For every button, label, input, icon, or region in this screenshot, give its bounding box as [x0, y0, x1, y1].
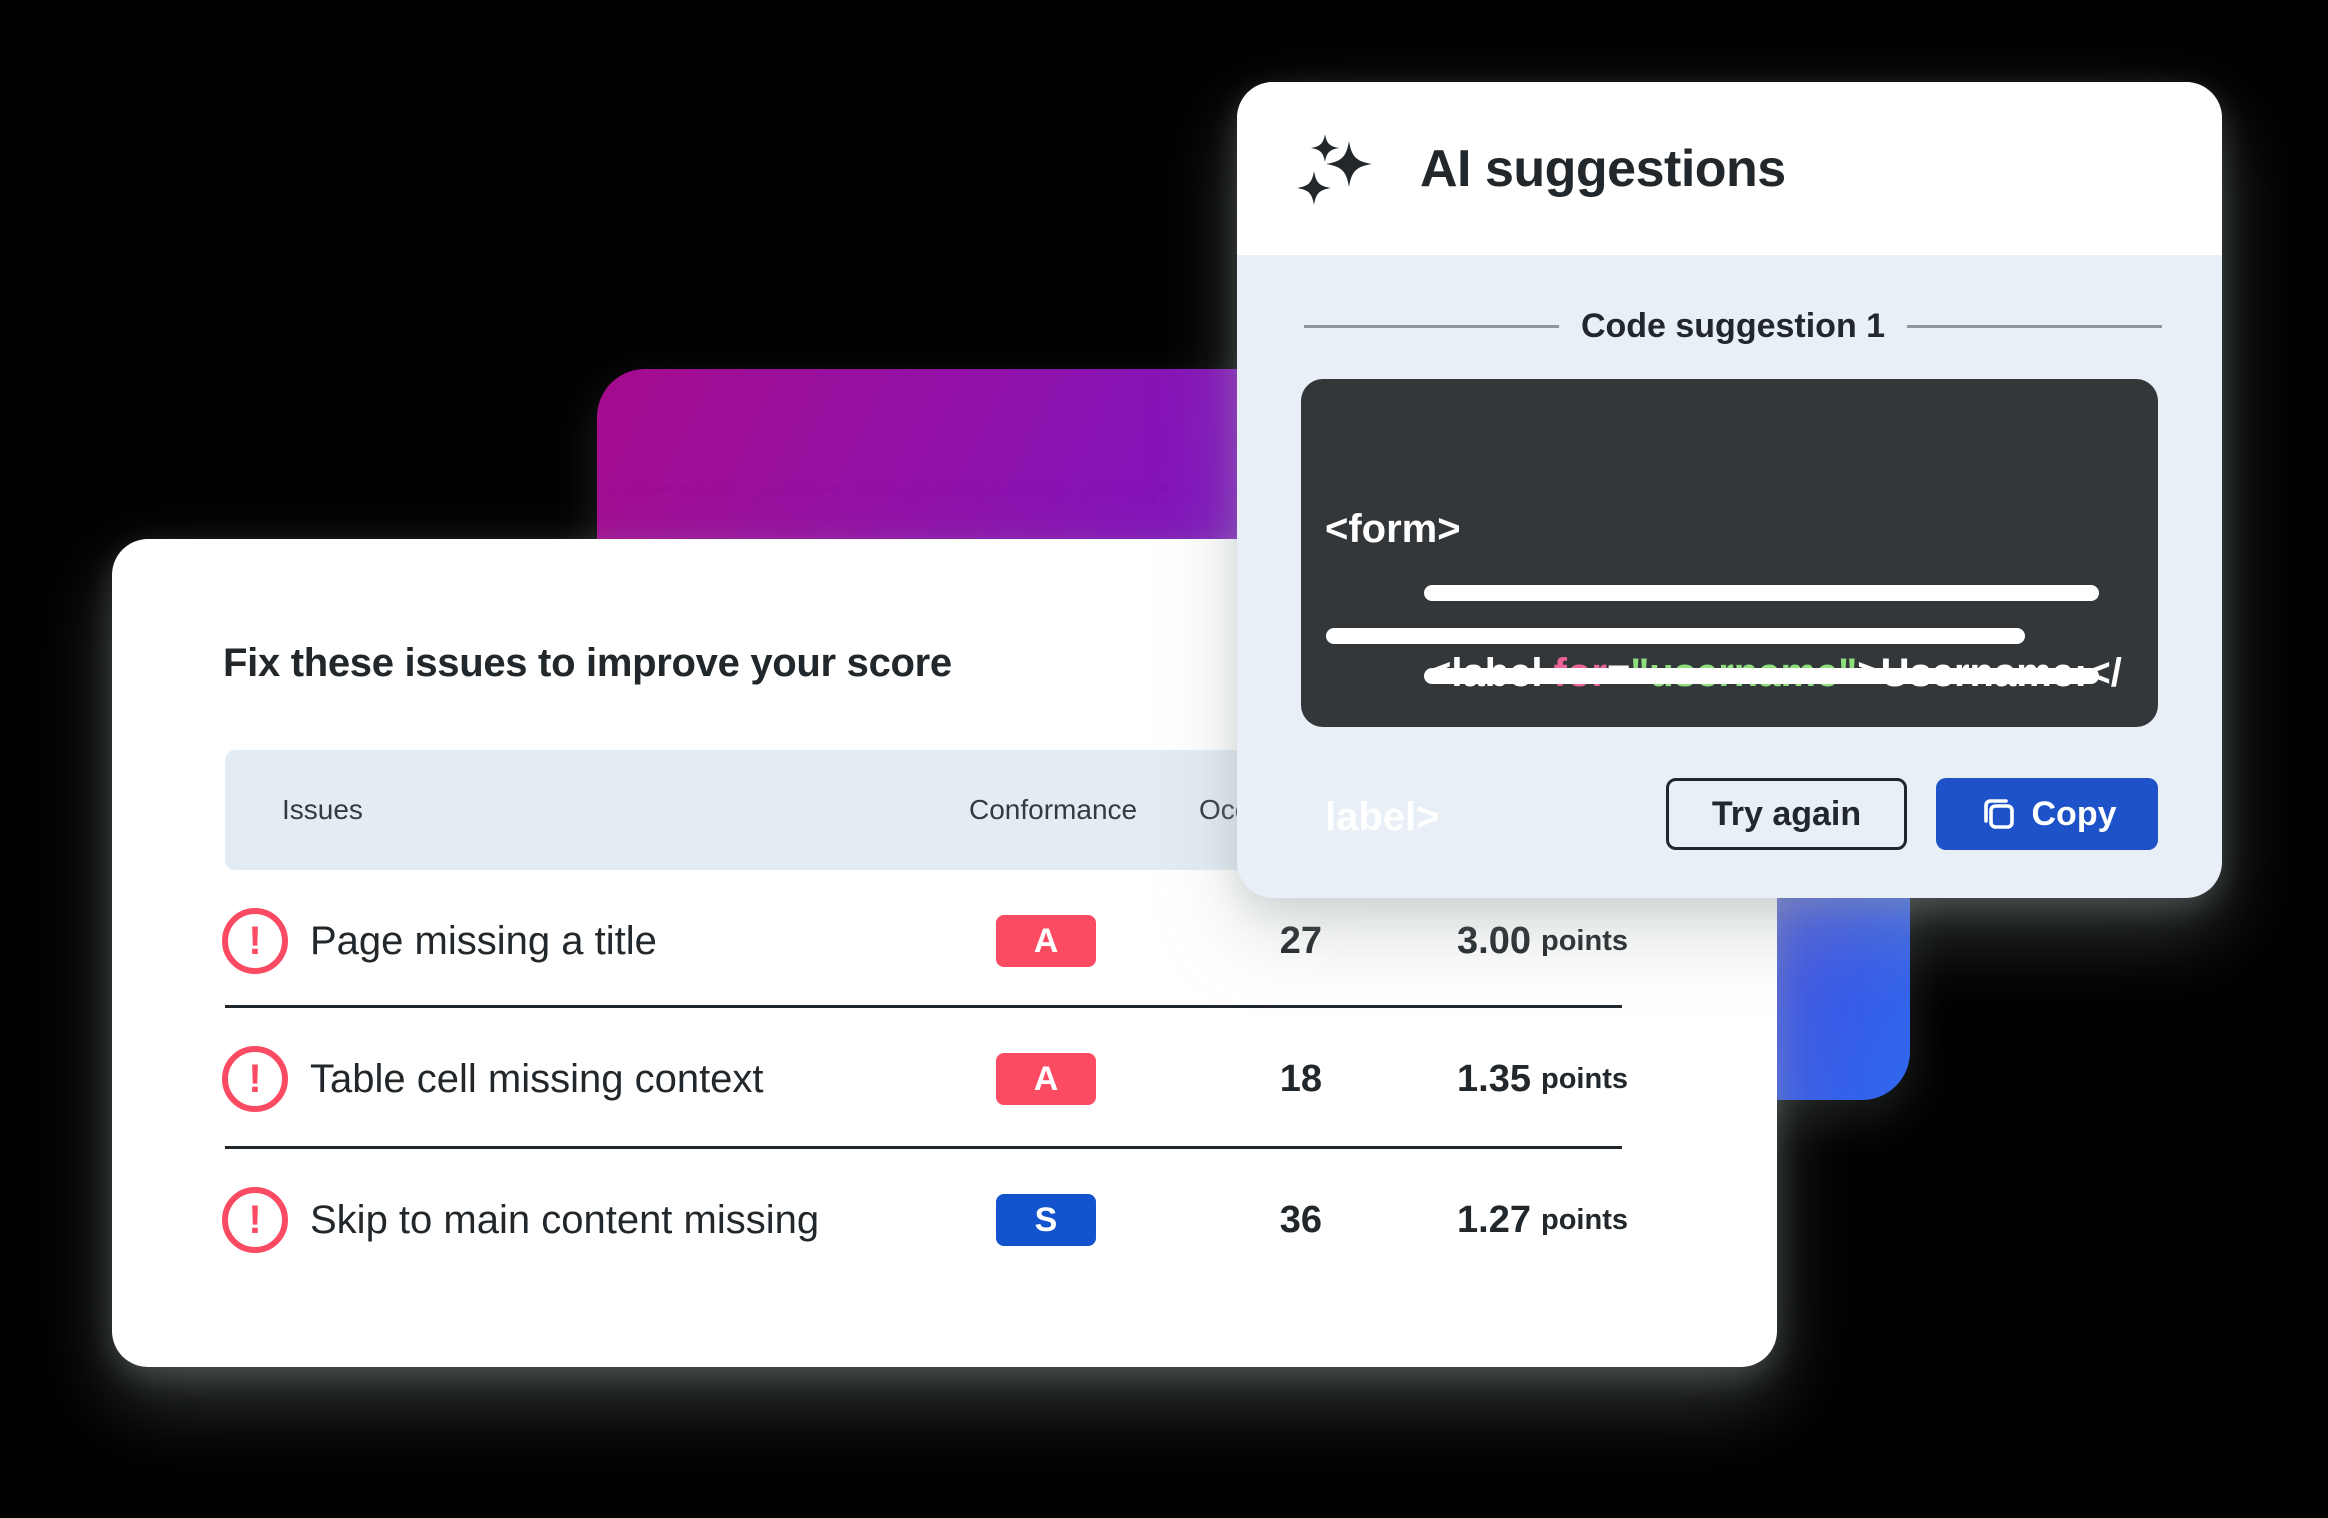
code-line: label> [1325, 795, 1440, 839]
warning-icon: ! [222, 1187, 288, 1253]
points-cell: 1.35 points [1298, 1015, 1628, 1143]
points-unit: points [1541, 1062, 1628, 1095]
ai-panel-header: AI suggestions [1237, 82, 2222, 255]
occurrences-count: 36 [1279, 1198, 1322, 1241]
row-divider [225, 1005, 1622, 1008]
points-value: 1.35 [1457, 1057, 1531, 1100]
points-value: 3.00 [1457, 919, 1531, 962]
conformance-badge: A [996, 1053, 1096, 1105]
issues-heading: Fix these issues to improve your score [223, 641, 952, 685]
conformance-badge: S [996, 1194, 1096, 1246]
ai-suggestions-panel: AI suggestions Code suggestion 1 <form> … [1237, 82, 2222, 898]
try-again-button[interactable]: Try again [1666, 778, 1907, 850]
copy-button[interactable]: Copy [1936, 778, 2158, 850]
sparkles-icon [1297, 133, 1372, 205]
warning-icon: ! [222, 1046, 288, 1112]
divider-line [1907, 324, 2163, 328]
code-placeholder-line [1424, 585, 2099, 601]
suggestion-label: Code suggestion 1 [1580, 306, 1886, 345]
points-cell: 3.00 points [1298, 877, 1628, 1005]
row-divider [225, 1146, 1622, 1149]
code-placeholder-line [1326, 628, 2025, 644]
issue-label: Page missing a title [310, 918, 657, 963]
code-placeholder-line [1424, 668, 2099, 684]
occurrences-count: 18 [1279, 1057, 1322, 1100]
warning-icon: ! [222, 908, 288, 974]
points-unit: points [1541, 1203, 1628, 1236]
code-line: <form> [1325, 507, 1461, 551]
ai-panel-title: AI suggestions [1420, 139, 1786, 198]
points-unit: points [1541, 924, 1628, 957]
issue-label: Skip to main content missing [310, 1197, 820, 1242]
column-header-conformance: Conformance [969, 794, 1138, 825]
occurrences-count: 27 [1279, 919, 1322, 962]
table-row[interactable]: ! Skip to main content missing S 36 1.27… [222, 1156, 1628, 1284]
table-row[interactable]: ! Table cell missing context A 18 1.35 p… [222, 1015, 1628, 1143]
copy-icon [1983, 799, 2014, 829]
code-snippet: <form> <label for="username">Username:</… [1301, 379, 2158, 839]
conformance-badge: A [996, 915, 1096, 967]
divider-line [1304, 324, 1559, 328]
table-row[interactable]: ! Page missing a title A 27 3.00 points [222, 877, 1628, 1005]
points-value: 1.27 [1457, 1198, 1531, 1241]
column-header-issues: Issues [282, 794, 363, 825]
issue-label: Table cell missing context [310, 1056, 764, 1101]
suggestion-divider-row: Code suggestion 1 [1304, 304, 2163, 348]
copy-button-label: Copy [2031, 794, 2117, 833]
points-cell: 1.27 points [1298, 1156, 1628, 1284]
